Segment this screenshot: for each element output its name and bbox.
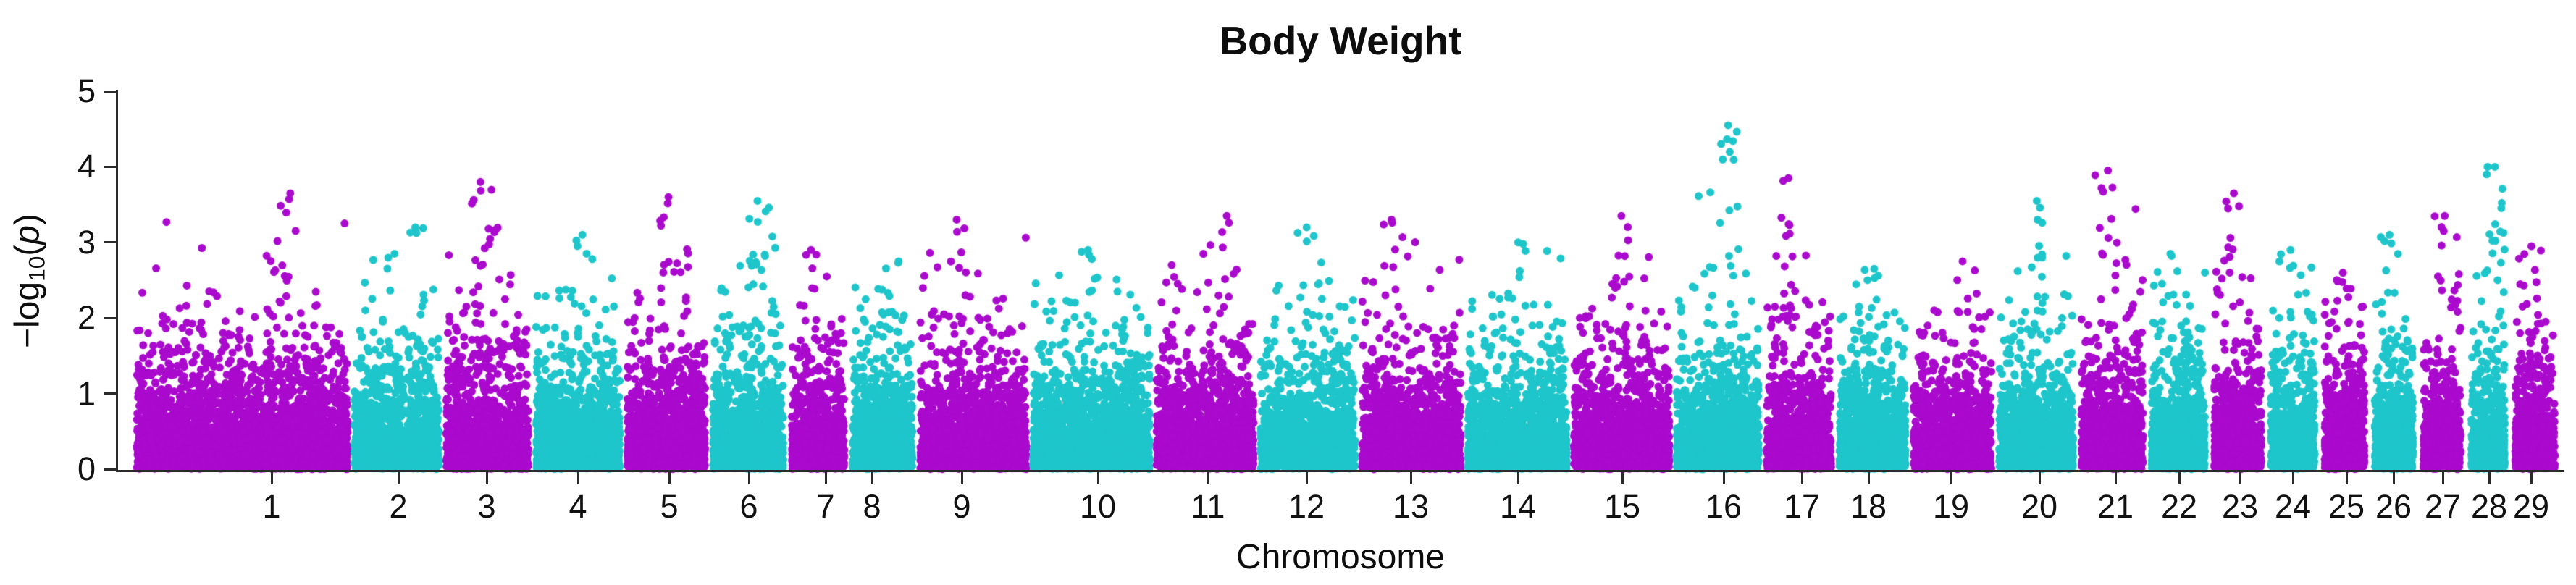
- y-axis-title-variable: p: [8, 224, 47, 245]
- x-tick-label: 7: [816, 488, 835, 525]
- y-tick-mark: [104, 241, 117, 244]
- x-tick-mark: [1621, 472, 1624, 484]
- x-tick-mark: [2038, 472, 2041, 484]
- x-tick-label: 18: [1850, 488, 1887, 525]
- y-axis-title-close-paren: ): [8, 214, 47, 225]
- x-tick-mark: [397, 472, 400, 484]
- y-tick-mark: [104, 316, 117, 319]
- x-tick-mark: [1950, 472, 1952, 484]
- x-tick-label: 23: [2221, 488, 2259, 525]
- y-tick-label: 4: [77, 148, 96, 185]
- x-tick-label: 12: [1288, 488, 1325, 525]
- x-tick-label: 22: [2160, 488, 2198, 525]
- y-tick-label: 3: [77, 223, 96, 261]
- y-tick-mark: [104, 165, 117, 168]
- x-tick-mark: [576, 472, 579, 484]
- x-tick-mark: [1096, 472, 1099, 484]
- x-tick-mark: [2239, 472, 2241, 484]
- x-tick-mark: [870, 472, 873, 484]
- x-tick-label: 10: [1079, 488, 1117, 525]
- y-axis-title-pre: −log: [8, 281, 47, 348]
- x-tick-label: 16: [1705, 488, 1742, 525]
- y-axis-title-subscript: 10: [23, 256, 50, 282]
- x-tick-label: 24: [2274, 488, 2312, 525]
- y-axis-title: −log10(p): [7, 214, 50, 348]
- x-tick-label: 27: [2424, 488, 2462, 525]
- x-tick-mark: [1867, 472, 1870, 484]
- x-tick-label: 21: [2097, 488, 2134, 525]
- x-tick-label: 14: [1499, 488, 1537, 525]
- x-tick-label: 1: [262, 488, 281, 525]
- x-tick-label: 2: [389, 488, 408, 525]
- y-tick-label: 1: [77, 374, 96, 412]
- x-tick-mark: [2530, 472, 2533, 484]
- y-tick-label: 2: [77, 299, 96, 337]
- x-tick-label: 29: [2512, 488, 2550, 525]
- x-axis-line: [116, 470, 2564, 472]
- x-tick-mark: [2441, 472, 2444, 484]
- y-tick-label: 0: [77, 450, 96, 487]
- x-tick-label: 26: [2375, 488, 2412, 525]
- x-tick-mark: [1207, 472, 1209, 484]
- x-tick-mark: [2488, 472, 2491, 484]
- x-tick-label: 13: [1392, 488, 1430, 525]
- x-tick-mark: [2345, 472, 2348, 484]
- x-tick-mark: [1800, 472, 1803, 484]
- y-tick-mark: [104, 468, 117, 471]
- x-tick-mark: [2291, 472, 2294, 484]
- x-tick-label: 15: [1603, 488, 1641, 525]
- x-tick-label: 8: [863, 488, 881, 525]
- x-tick-mark: [1516, 472, 1519, 484]
- x-tick-mark: [2392, 472, 2395, 484]
- x-tick-mark: [824, 472, 827, 484]
- x-tick-label: 25: [2328, 488, 2365, 525]
- x-tick-mark: [485, 472, 488, 484]
- x-tick-label: 17: [1783, 488, 1821, 525]
- x-tick-mark: [270, 472, 273, 484]
- x-tick-mark: [1409, 472, 1412, 484]
- x-tick-label: 3: [477, 488, 496, 525]
- x-tick-mark: [2178, 472, 2181, 484]
- y-tick-mark: [104, 392, 117, 395]
- y-axis-title-open-paren: (: [8, 244, 47, 256]
- y-axis-line: [116, 90, 118, 472]
- x-tick-mark: [668, 472, 671, 484]
- x-tick-mark: [960, 472, 963, 484]
- x-tick-label: 6: [739, 488, 758, 525]
- x-axis-title: Chromosome: [1235, 538, 1446, 576]
- plot-title: Body Weight: [1219, 18, 1462, 63]
- x-tick-label: 20: [2021, 488, 2058, 525]
- x-tick-label: 11: [1191, 488, 1225, 525]
- x-tick-label: 5: [660, 488, 679, 525]
- x-tick-label: 4: [569, 488, 587, 525]
- x-tick-label: 28: [2470, 488, 2508, 525]
- y-tick-label: 5: [77, 72, 96, 109]
- x-tick-mark: [1305, 472, 1308, 484]
- x-tick-mark: [2114, 472, 2117, 484]
- x-tick-mark: [1722, 472, 1725, 484]
- x-tick-mark: [747, 472, 750, 484]
- y-tick-mark: [104, 90, 117, 93]
- x-tick-label: 19: [1932, 488, 1970, 525]
- x-tick-label: 9: [952, 488, 971, 525]
